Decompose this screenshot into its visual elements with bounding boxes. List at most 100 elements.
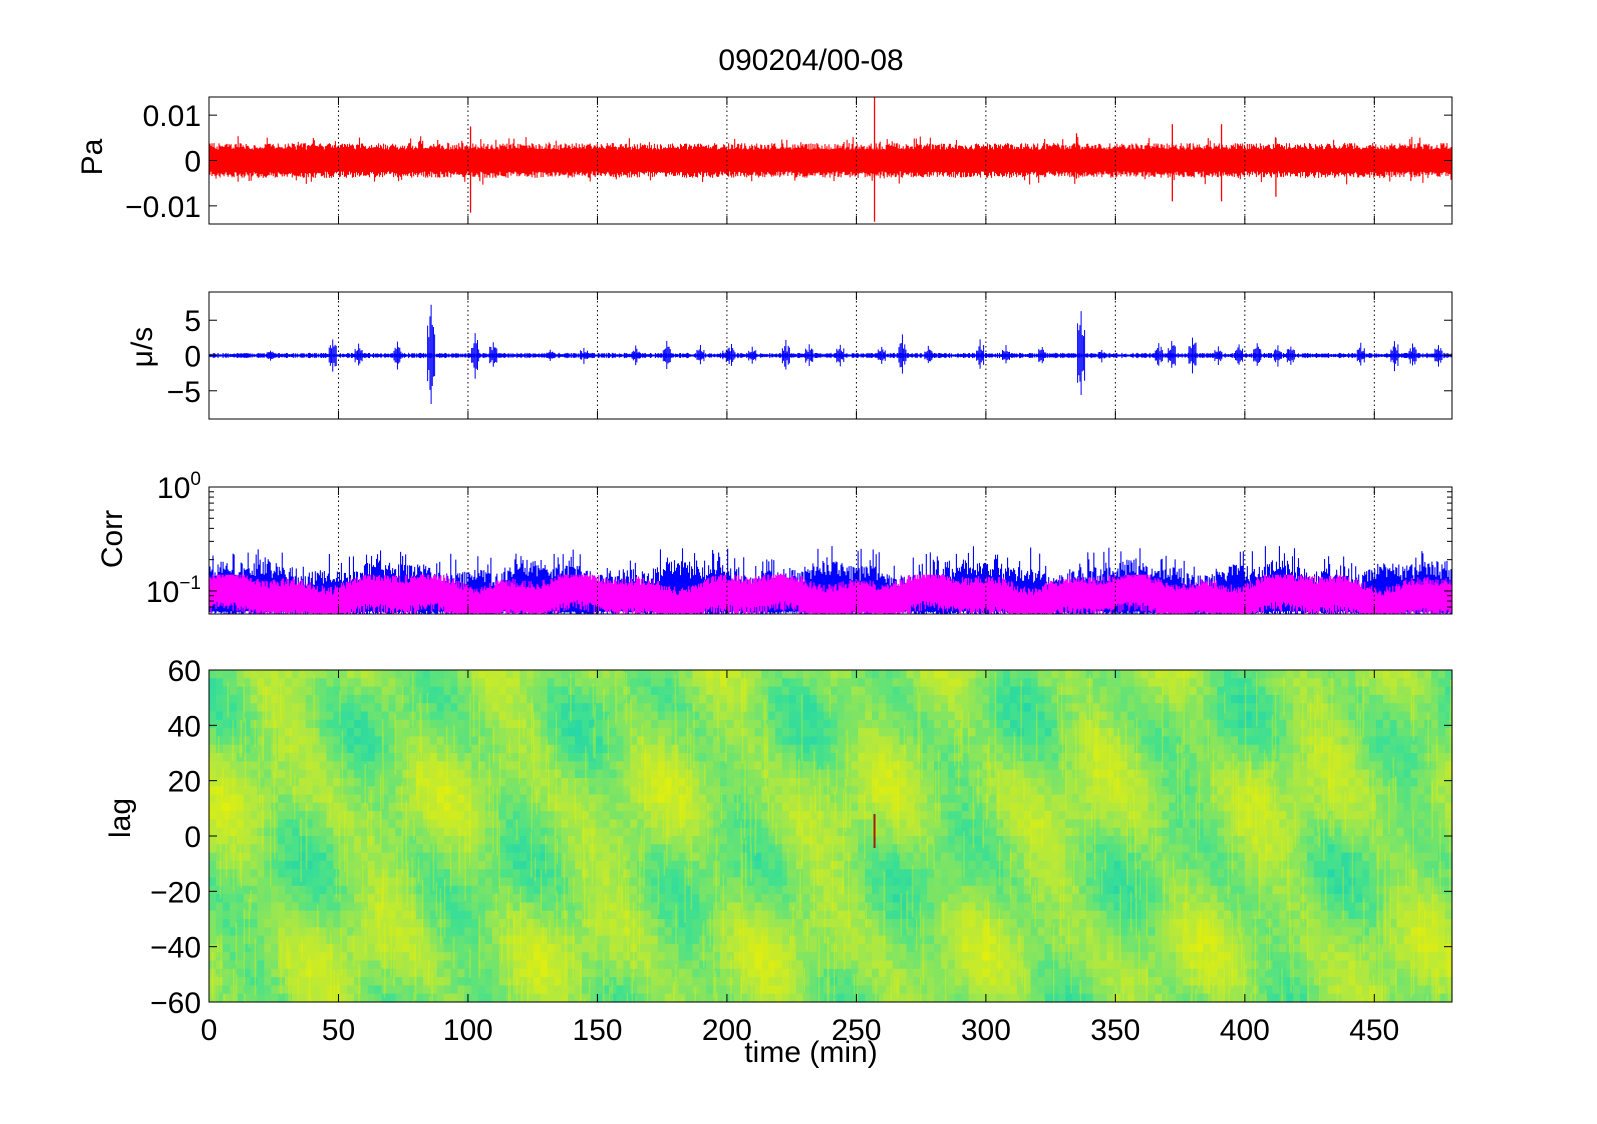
heatmap-cell: [354, 968, 362, 978]
heatmap-cell: [243, 869, 252, 879]
heatmap-cell: [547, 968, 555, 978]
heatmap-cell: [851, 836, 859, 845]
heatmap-cell: [706, 719, 714, 729]
heatmap-cell: [761, 811, 769, 820]
heatmap-cell: [650, 711, 659, 721]
heatmap-cell: [209, 728, 217, 737]
heatmap-cell: [278, 777, 286, 787]
heatmap-cell: [367, 919, 376, 928]
heatmap-cell: [360, 686, 369, 696]
heatmap-cell: [209, 719, 217, 729]
heatmap-cell: [747, 678, 756, 688]
heatmap-cell: [409, 869, 417, 879]
heatmap-cell: [243, 894, 252, 903]
heatmap-cell: [312, 960, 321, 970]
heatmap-cell: [526, 902, 535, 912]
heatmap-cell: [650, 827, 659, 837]
heatmap-cell: [526, 935, 535, 945]
heatmap-cell: [954, 919, 963, 928]
heatmap-cell: [526, 919, 535, 928]
heatmap-cell: [768, 694, 776, 704]
heatmap-cell: [609, 827, 618, 837]
heatmap-cell: [934, 728, 942, 737]
heatmap-cell: [720, 869, 728, 879]
heatmap-cell: [478, 703, 486, 713]
heatmap-cell: [1003, 711, 1011, 721]
heatmap-cell: [326, 919, 334, 928]
heatmap-cell: [305, 952, 314, 962]
heatmap-cell: [927, 819, 935, 829]
heatmap-cell: [505, 968, 514, 978]
heatmap-cell: [657, 844, 666, 854]
heatmap-cell: [485, 703, 493, 713]
heatmap-cell: [284, 844, 293, 854]
heatmap-cell: [319, 736, 327, 746]
heatmap-cell: [547, 860, 555, 870]
heatmap-cell: [340, 819, 348, 829]
heatmap-cell: [298, 910, 307, 920]
heatmap-cell: [264, 993, 272, 1003]
heatmap-cell: [215, 678, 224, 688]
heatmap-cell: [713, 703, 721, 713]
heatmap-cell: [547, 819, 555, 829]
heatmap-cell: [236, 894, 245, 903]
heatmap-cell: [298, 753, 307, 762]
heatmap-cell: [250, 919, 258, 928]
heatmap-cell: [236, 686, 245, 696]
heatmap-cell: [1010, 694, 1018, 704]
heatmap-cell: [650, 686, 659, 696]
heatmap-cell: [982, 686, 990, 696]
heatmap-cell: [340, 736, 348, 746]
heatmap-cell: [954, 827, 963, 837]
heatmap-cell: [250, 885, 258, 895]
heatmap-cell: [505, 678, 514, 688]
heatmap-cell: [630, 761, 638, 771]
heatmap-cell: [623, 794, 631, 804]
heatmap-cell: [367, 686, 376, 696]
heatmap-cell: [685, 794, 693, 804]
heatmap-cell: [858, 852, 866, 862]
heatmap-cell: [305, 885, 314, 895]
heatmap-cell: [264, 670, 272, 679]
heatmap-cell: [954, 902, 963, 912]
heatmap-cell: [374, 686, 383, 696]
heatmap-cell: [616, 852, 624, 862]
heatmap-cell: [885, 703, 894, 713]
heatmap-cell: [533, 919, 542, 928]
heatmap-cell: [429, 952, 438, 962]
heatmap-cell: [278, 728, 286, 737]
heatmap-cell: [692, 769, 700, 779]
heatmap-cell: [913, 670, 921, 679]
heatmap-cell: [381, 769, 390, 779]
heatmap-cell: [982, 761, 990, 771]
heatmap-cell: [278, 761, 286, 771]
heatmap-cell: [927, 777, 935, 787]
heatmap-cell: [871, 943, 880, 953]
heatmap-cell: [844, 852, 852, 862]
heatmap-cell: [478, 902, 486, 912]
heatmap-cell: [485, 910, 493, 920]
heatmap-cell: [505, 811, 514, 820]
heatmap-cell: [1003, 902, 1011, 912]
heatmap-cell: [264, 919, 272, 928]
heatmap-cell: [830, 894, 839, 903]
heatmap-cell: [892, 952, 901, 962]
heatmap-cell: [402, 777, 410, 787]
heatmap-cell: [657, 711, 666, 721]
heatmap-cell: [243, 711, 252, 721]
heatmap-cell: [298, 670, 307, 679]
heatmap-cell: [478, 993, 486, 1003]
heatmap-cell: [871, 919, 880, 928]
heatmap-cell: [1003, 894, 1011, 903]
heatmap-cell: [816, 860, 825, 870]
heatmap-cell: [574, 985, 583, 995]
heatmap-cell: [816, 985, 825, 995]
heatmap-cell: [927, 811, 935, 820]
heatmap-cell: [505, 686, 514, 696]
heatmap-cell: [264, 960, 272, 970]
heatmap-cell: [996, 802, 1004, 812]
heatmap-cell: [692, 894, 700, 903]
heatmap-cell: [837, 960, 845, 970]
heatmap-cell: [485, 811, 493, 820]
heatmap-cell: [961, 719, 970, 729]
